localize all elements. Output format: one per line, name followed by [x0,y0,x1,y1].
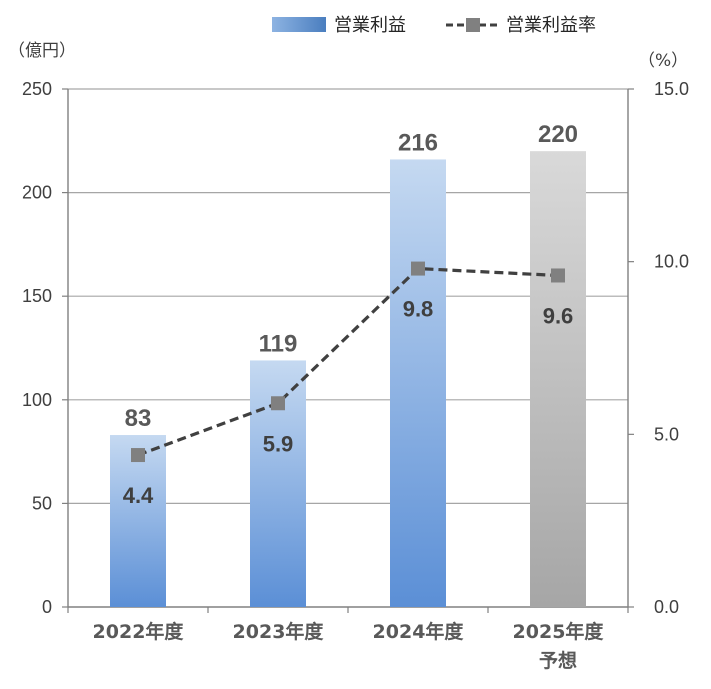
left-axis-tick-label: 150 [22,286,52,306]
bar-series [110,151,586,607]
bar-operating-profit [530,151,586,607]
legend-bar-swatch [272,17,326,32]
line-value-label: 9.6 [543,303,574,328]
right-axis-tick-label: 15.0 [654,79,689,99]
category-label: 2022年度 [93,620,185,643]
left-axis-tick-label: 100 [22,390,52,410]
line-marker [411,261,425,276]
legend-bar-label: 営業利益 [334,15,406,36]
line-value-label: 9.8 [403,297,434,322]
legend-line-label: 営業利益率 [506,15,596,36]
left-axis-tick-label: 50 [32,493,52,513]
legend: 営業利益 営業利益率 [272,15,596,36]
category-label: 2025年度予想 [513,620,605,672]
right-axis-tick-label: 5.0 [654,424,679,444]
left-axis-tick-label: 0 [42,597,52,617]
bar-value-label: 216 [398,129,438,156]
legend-line-marker [466,18,480,32]
bar-operating-profit [110,435,166,607]
category-label: 2024年度 [373,620,465,643]
left-axis-unit: （億円） [8,41,76,61]
line-marker [131,448,145,463]
left-axis-tick-label: 250 [22,79,52,99]
bar-value-label: 83 [125,405,152,432]
line-marker [551,268,565,283]
line-operating-margin [137,266,559,457]
data-labels: 83 119 216 220 4.4 5.9 9.8 9.6 [123,121,578,508]
line-value-label: 4.4 [123,483,154,508]
bar-value-label: 119 [259,330,298,357]
right-axis-tick-label: 0.0 [654,597,679,617]
category-label: 2023年度 [233,620,325,643]
right-axis-unit: （%） [638,51,688,71]
line-series [131,261,565,463]
right-axis-tick-label: 10.0 [654,252,689,272]
bar-value-label: 220 [538,121,578,148]
line-value-label: 5.9 [263,431,294,456]
line-marker [271,396,285,411]
left-axis-tick-label: 200 [22,183,52,203]
bar-operating-profit [390,159,446,607]
axes: 0 50 100 150 200 250 0.0 5.0 10.0 15.0 2022年度 2023年… [22,79,689,672]
